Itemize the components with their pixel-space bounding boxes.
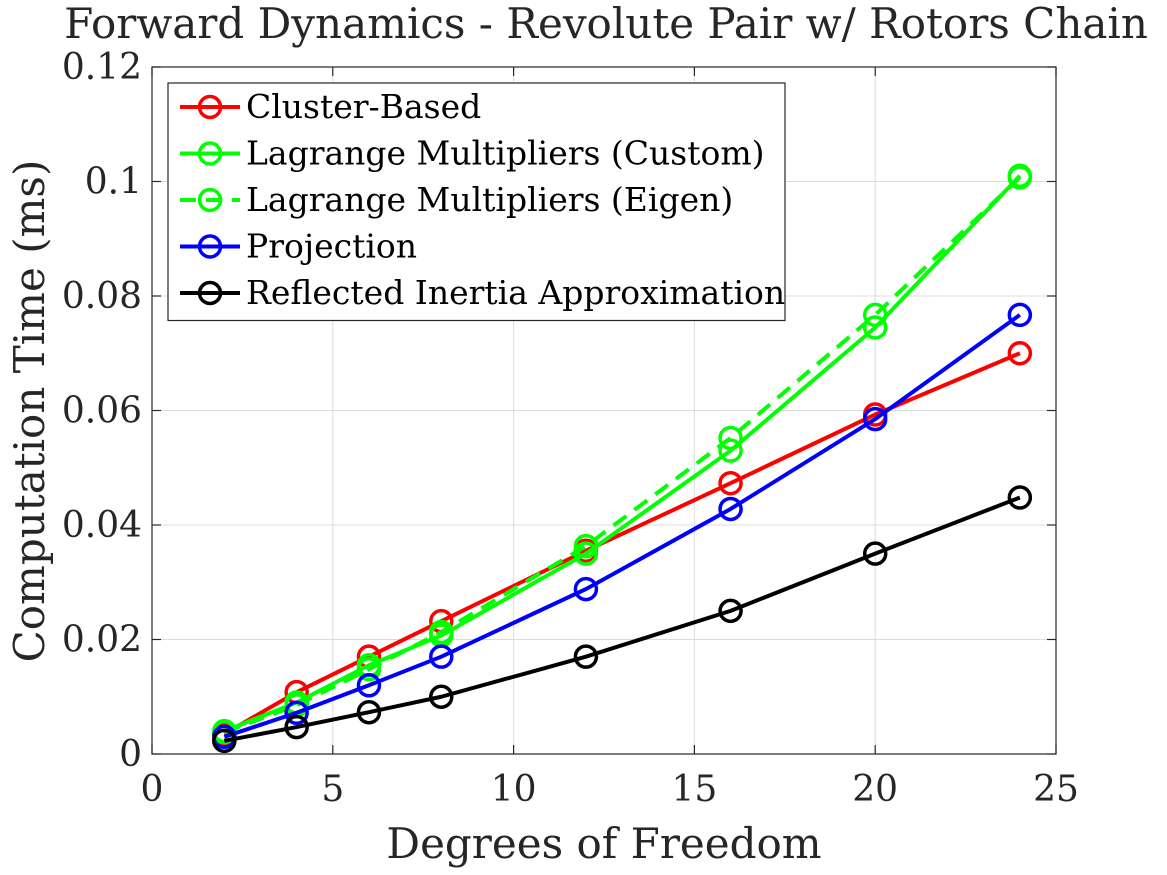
y-tick-label: 0.04 bbox=[62, 505, 142, 546]
y-tick-label: 0.12 bbox=[62, 47, 142, 88]
series-layer bbox=[212, 163, 1033, 754]
y-tick-label: 0.06 bbox=[62, 391, 142, 432]
data-point bbox=[573, 533, 599, 559]
data-point bbox=[356, 657, 382, 682]
data-point bbox=[212, 728, 237, 754]
data-point bbox=[1007, 165, 1033, 190]
data-point bbox=[429, 619, 454, 645]
y-tick-label: 0 bbox=[119, 734, 142, 775]
x-tick-label: 25 bbox=[1033, 769, 1079, 810]
data-point bbox=[356, 673, 382, 698]
legend-marker bbox=[197, 234, 223, 259]
data-point bbox=[1007, 302, 1033, 328]
legend-box bbox=[167, 82, 786, 322]
x-tick-label: 10 bbox=[491, 769, 537, 810]
x-axis-label: Degrees of Freedom bbox=[386, 819, 821, 868]
chart-title: Forward Dynamics - Revolute Pair w/ Roto… bbox=[64, 0, 1148, 48]
data-point bbox=[573, 576, 599, 602]
data-point bbox=[429, 684, 454, 709]
series-line bbox=[223, 313, 1022, 739]
legend-label: Lagrange Multipliers (Eigen) bbox=[246, 180, 733, 219]
tick-labels: 0 5 10 15 20 25 0 0.02 0.04 0.06 0.08 0.1 0.12 bbox=[62, 47, 1079, 810]
legend: Cluster-Based Lagrange Multipliers (Custo… bbox=[167, 82, 786, 322]
legend-marker bbox=[197, 94, 223, 120]
y-tick-label: 0.1 bbox=[85, 162, 142, 203]
legend-entry: Lagrange Multipliers (Eigen) bbox=[180, 180, 733, 219]
data-point bbox=[429, 644, 454, 669]
data-point bbox=[862, 315, 888, 340]
series-line bbox=[223, 174, 1022, 733]
axis-ticks bbox=[151, 66, 1057, 755]
data-point bbox=[862, 406, 888, 432]
data-point bbox=[284, 700, 309, 726]
series-line bbox=[223, 351, 1021, 736]
data-point bbox=[718, 598, 743, 624]
legend-marker bbox=[197, 187, 223, 213]
legend-entry: Cluster-Based bbox=[180, 87, 481, 126]
data-point bbox=[718, 425, 743, 451]
y-tick-label: 0.08 bbox=[62, 276, 142, 317]
data-point bbox=[1007, 485, 1033, 510]
x-tick-label: 20 bbox=[852, 769, 898, 810]
data-point bbox=[356, 699, 382, 725]
data-point bbox=[1007, 341, 1033, 366]
data-point bbox=[862, 302, 888, 328]
series-4 bbox=[212, 485, 1033, 754]
legend-marker bbox=[197, 141, 223, 166]
legend-entry: Lagrange Multipliers (Custom) bbox=[180, 134, 765, 173]
y-tick-label: 0.02 bbox=[62, 620, 142, 661]
legend-entry: Projection bbox=[180, 227, 417, 266]
series-3 bbox=[212, 302, 1033, 750]
data-point bbox=[284, 714, 309, 740]
y-axis-label: Computation Time (ms) bbox=[5, 160, 54, 663]
data-point bbox=[718, 470, 743, 496]
data-point bbox=[718, 496, 743, 522]
legend-label: Lagrange Multipliers (Custom) bbox=[246, 134, 765, 173]
x-tick-label: 0 bbox=[141, 769, 164, 810]
legend-entry: Reflected Inertia Approximation bbox=[180, 273, 785, 312]
x-tick-label: 5 bbox=[321, 769, 344, 810]
legend-label: Reflected Inertia Approximation bbox=[246, 273, 785, 312]
series-line bbox=[223, 176, 1022, 735]
series-line bbox=[223, 495, 1021, 743]
x-tick-label: 15 bbox=[671, 769, 717, 810]
legend-label: Cluster-Based bbox=[246, 87, 481, 126]
data-point bbox=[862, 541, 888, 566]
data-point bbox=[573, 644, 599, 669]
legend-label: Projection bbox=[246, 227, 417, 266]
legend-marker bbox=[197, 280, 223, 306]
